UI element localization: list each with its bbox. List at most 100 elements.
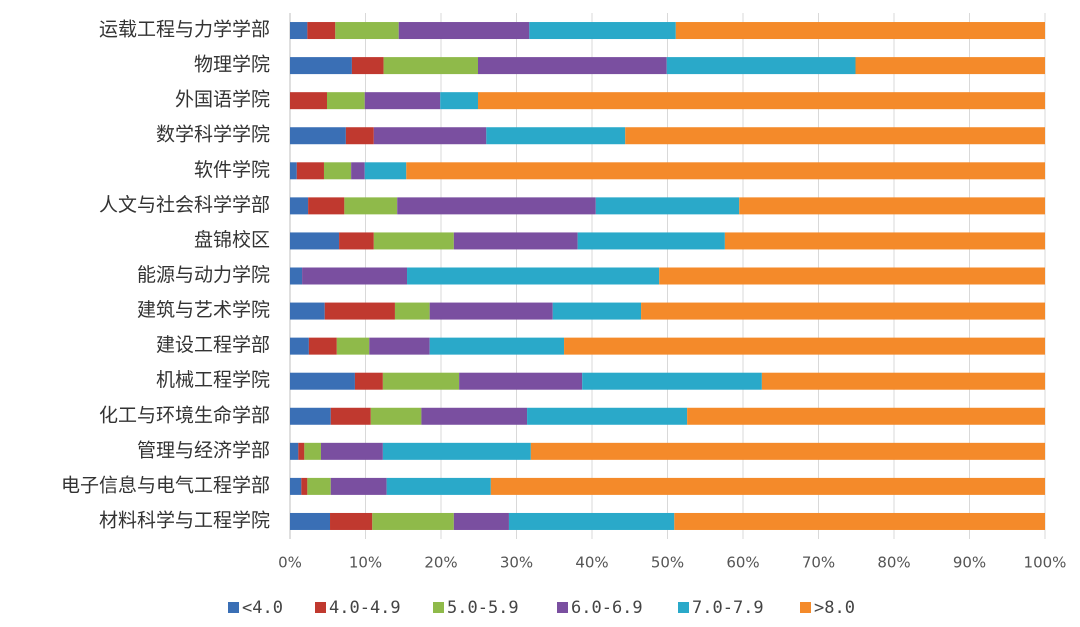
bar-segment	[382, 372, 460, 390]
x-tick-label: 90%	[953, 554, 986, 572]
bar-segment	[290, 22, 308, 40]
x-tick-label: 50%	[651, 554, 684, 572]
bar-segment	[373, 127, 487, 145]
bar-segment	[552, 302, 642, 320]
legend-swatch	[678, 602, 689, 613]
bar-segment	[290, 92, 327, 110]
y-tick-label: 物理学院	[194, 54, 270, 76]
bar-segment	[290, 162, 297, 180]
bar-segment	[529, 22, 676, 40]
bar-segment	[290, 127, 346, 145]
bar-segment	[307, 477, 331, 495]
bar-segment	[307, 22, 336, 40]
x-tick-label: 60%	[726, 554, 759, 572]
y-tick-label: 盘锦校区	[194, 229, 270, 251]
y-tick-label: 外国语学院	[175, 89, 270, 111]
bar-segment	[290, 372, 355, 390]
bar-segment	[330, 407, 371, 425]
bar-segment	[582, 372, 762, 390]
bar-segment	[351, 57, 384, 75]
bar-segment	[354, 372, 383, 390]
bar-segment	[394, 302, 430, 320]
bar-segment	[440, 92, 478, 110]
bar-segment	[336, 337, 370, 355]
y-tick-label: 建设工程学部	[156, 334, 270, 356]
legend-label: 6.0-6.9	[571, 598, 643, 618]
legend-label: <4.0	[242, 598, 283, 618]
bar-segment	[530, 442, 1045, 460]
bar-segment	[666, 57, 856, 75]
bar-segment	[326, 92, 365, 110]
bar-segment	[372, 512, 454, 530]
bar-segment	[369, 337, 430, 355]
bar-segment	[453, 232, 578, 250]
bar-segment	[330, 512, 373, 530]
bar-segment	[453, 512, 509, 530]
x-tick-label: 0%	[278, 554, 302, 572]
bar-segment	[490, 477, 1046, 495]
bar-segment	[290, 407, 331, 425]
legend-label: >8.0	[814, 598, 855, 618]
y-tick-label: 能源与动力学院	[137, 264, 270, 286]
bar-segment	[527, 407, 688, 425]
bar-segment	[739, 197, 1045, 215]
x-tick-label: 100%	[1024, 554, 1067, 572]
bar-segment	[641, 302, 1045, 320]
y-tick-label: 机械工程学院	[156, 369, 270, 391]
legend-swatch	[228, 602, 239, 613]
bar-segment	[290, 442, 299, 460]
y-tick-label: 管理与经济学部	[137, 439, 270, 461]
bar-segment	[290, 477, 302, 495]
legend-label: 5.0-5.9	[447, 598, 519, 618]
bar-segment	[687, 407, 1045, 425]
x-tick-label: 70%	[802, 554, 835, 572]
bar-segment	[364, 92, 441, 110]
bar-segment	[290, 57, 352, 75]
bar-segment	[595, 197, 740, 215]
bar-segment	[421, 407, 528, 425]
bar-segment	[296, 162, 324, 180]
bar-segment	[290, 267, 303, 285]
bar-segment	[339, 232, 374, 250]
y-tick-label: 化工与环境生命学部	[99, 404, 270, 426]
bar-segment	[577, 232, 725, 250]
bar-segment	[290, 197, 309, 215]
bar-segment	[407, 267, 660, 285]
bar-segment	[308, 197, 345, 215]
bar-segment	[308, 337, 337, 355]
y-tick-label: 运载工程与力学学部	[99, 19, 270, 41]
bar-segment	[290, 302, 325, 320]
bar-segment	[301, 477, 308, 495]
bar-segment	[351, 162, 365, 180]
legend-label: 7.0-7.9	[692, 598, 764, 618]
bar-segment	[370, 407, 422, 425]
bar-segment	[855, 57, 1045, 75]
bar-segment	[345, 127, 374, 145]
bar-segment	[397, 197, 596, 215]
bar-segment	[302, 267, 408, 285]
bar-segment	[486, 127, 626, 145]
bar-segment	[298, 442, 305, 460]
bar-segment	[323, 162, 352, 180]
y-tick-label: 软件学院	[194, 159, 270, 181]
y-tick-label: 材料科学与工程学院	[99, 509, 270, 531]
bar-segment	[382, 442, 531, 460]
y-tick-label: 电子信息与电气工程学部	[61, 474, 270, 496]
legend-label: 4.0-4.9	[329, 598, 401, 618]
bar-segment	[477, 92, 1045, 110]
bar-segment	[330, 477, 387, 495]
bar-segment	[761, 372, 1045, 390]
bar-segment	[344, 197, 398, 215]
bar-segment	[304, 442, 321, 460]
bar-segment	[406, 162, 1045, 180]
bar-segment	[659, 267, 1045, 285]
bar-segment	[335, 22, 399, 40]
bar-segment	[675, 22, 1045, 40]
bar-segment	[373, 232, 454, 250]
x-tick-label: 30%	[500, 554, 533, 572]
legend-swatch	[557, 602, 568, 613]
legend-swatch	[800, 602, 811, 613]
bar-segment	[290, 232, 340, 250]
bar-segment	[383, 57, 478, 75]
